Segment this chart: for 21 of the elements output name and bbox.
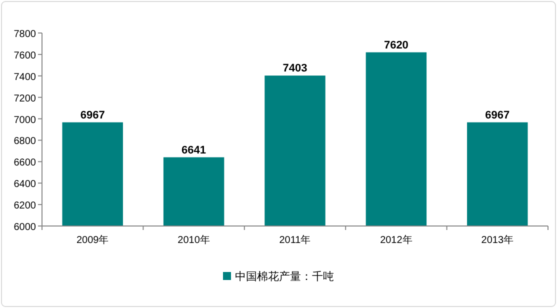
data-label: 7403 <box>282 62 308 75</box>
y-tick-label: 7800 <box>14 29 36 40</box>
y-tick-label: 7400 <box>14 72 36 83</box>
x-tick-label: 2011年 <box>279 234 311 246</box>
x-tick-label: 2010年 <box>178 234 210 246</box>
y-tick-label: 7000 <box>14 114 36 126</box>
data-label: 6641 <box>182 144 206 156</box>
data-label: 7620 <box>384 39 408 52</box>
data-label: 6967 <box>80 109 105 122</box>
legend-label: 中国棉花产量：千吨 <box>235 270 334 283</box>
y-tick-label: 6400 <box>14 179 36 190</box>
x-tick-label: 2013年 <box>481 234 514 246</box>
y-tick-label: 6000 <box>14 222 36 233</box>
y-tick-label: 7600 <box>14 50 36 62</box>
y-tick-label: 6200 <box>14 200 36 212</box>
x-tick-label: 2012年 <box>380 234 412 246</box>
y-tick-label: 7200 <box>14 93 36 104</box>
y-tick-label: 6800 <box>14 136 36 148</box>
x-tick-label: 2009年 <box>76 234 109 246</box>
data-label: 6967 <box>485 109 510 122</box>
y-tick-label: 6600 <box>14 158 36 169</box>
